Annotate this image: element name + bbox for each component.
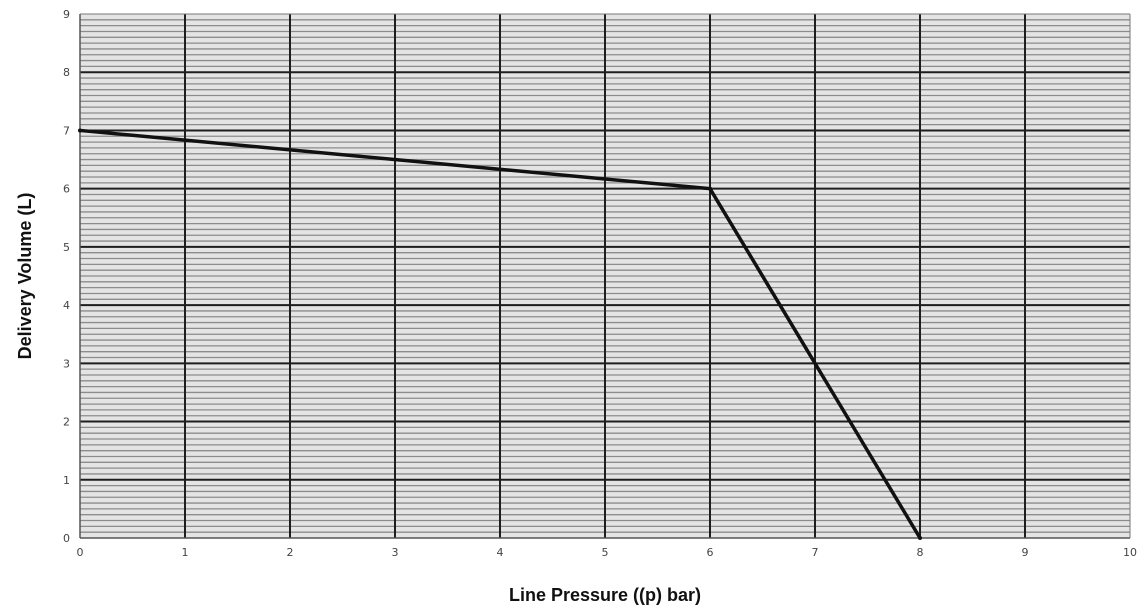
y-axis-ticks: 0 1 2 3 4 5 6 7 8 9 [63,8,70,545]
x-tick-label: 9 [1022,546,1029,559]
x-tick-label: 5 [602,546,609,559]
y-tick-label: 8 [63,66,70,79]
x-tick-label: 6 [707,546,714,559]
x-tick-label: 2 [287,546,294,559]
x-tick-label: 4 [497,546,504,559]
x-axis-title: Line Pressure ((p) bar) [509,585,701,605]
y-axis-title: Delivery Volume (L) [15,193,35,360]
y-tick-label: 4 [63,299,70,312]
y-tick-label: 6 [63,183,70,196]
x-tick-label: 8 [917,546,924,559]
series-layer [78,128,922,540]
x-tick-label: 3 [392,546,399,559]
x-tick-label: 1 [182,546,189,559]
x-tick-label: 0 [77,546,84,559]
data-point [708,186,712,191]
y-tick-label: 0 [63,532,70,545]
y-tick-label: 7 [63,124,70,137]
y-tick-label: 3 [63,357,70,370]
y-tick-label: 1 [63,474,70,487]
data-point [78,128,82,133]
x-axis-ticks: 0 1 2 3 4 5 6 7 8 9 10 [77,546,1138,559]
data-point [918,536,922,540]
x-tick-label: 10 [1123,546,1137,559]
major-grid [79,13,1131,539]
y-tick-label: 2 [63,416,70,429]
x-tick-label: 7 [812,546,819,559]
y-tick-label: 9 [63,8,70,21]
y-tick-label: 5 [63,241,70,254]
